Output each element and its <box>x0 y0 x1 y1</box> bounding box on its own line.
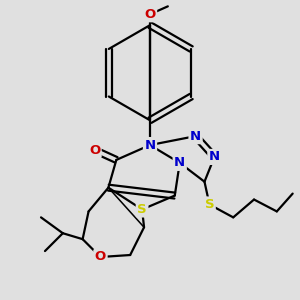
Text: O: O <box>144 8 156 21</box>
Text: N: N <box>144 139 156 152</box>
Text: N: N <box>209 150 220 164</box>
Text: N: N <box>190 130 201 142</box>
Text: N: N <box>174 156 185 170</box>
Text: O: O <box>89 143 100 157</box>
Text: O: O <box>95 250 106 263</box>
Text: S: S <box>137 203 147 216</box>
Text: S: S <box>205 198 214 211</box>
